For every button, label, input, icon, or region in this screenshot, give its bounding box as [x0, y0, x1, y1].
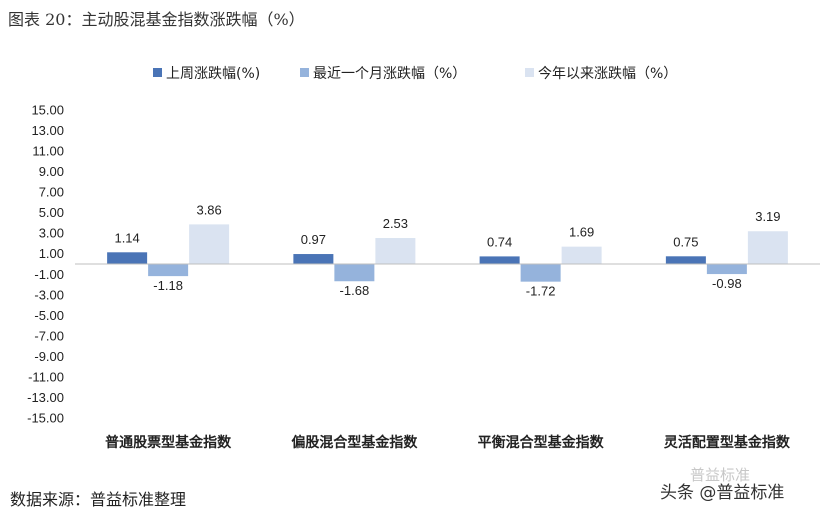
data-label: 0.75 [673, 234, 698, 249]
data-label: 0.97 [301, 232, 326, 247]
x-category-label: 偏股混合型基金指数 [291, 434, 418, 451]
y-tick-label: 5.00 [39, 205, 64, 220]
bar [293, 254, 334, 264]
legend: 上周涨跌幅(%) 最近一个月涨跌幅（%） 今年以来涨跌幅（%） [153, 66, 677, 82]
data-labels: 1.14 -1.18 3.86 0.97 -1.68 2.53 0.74 -1.72 1.69 0… [114, 202, 780, 298]
y-tick-label: -3.00 [34, 287, 64, 302]
bar [107, 252, 148, 264]
bar [561, 246, 602, 264]
y-tick-label: -15.00 [27, 411, 64, 426]
bars [107, 224, 788, 282]
x-category-label: 灵活配置型基金指数 [664, 434, 791, 451]
bar [375, 238, 416, 264]
data-label: 2.53 [383, 216, 408, 231]
x-category-label: 普通股票型基金指数 [105, 434, 232, 451]
y-tick-label: 15.00 [31, 103, 64, 118]
bar [334, 264, 375, 282]
y-tick-label: -9.00 [34, 349, 64, 364]
bar [479, 256, 520, 264]
figure-title: 图表 20：主动股混基金指数涨跌幅（%） [8, 10, 305, 29]
legend-swatch [525, 68, 534, 77]
data-label: -1.18 [153, 278, 183, 293]
data-label: -1.72 [526, 284, 556, 299]
y-tick-label: -7.00 [34, 328, 64, 343]
y-tick-label: -1.00 [34, 267, 64, 282]
watermark-ghost: 普益标准 [690, 466, 751, 484]
x-axis: 普通股票型基金指数 偏股混合型基金指数 平衡混合型基金指数 灵活配置型基金指数 [105, 434, 791, 451]
bar-chart: 上周涨跌幅(%) 最近一个月涨跌幅（%） 今年以来涨跌幅（%） 15.00 13.00… [27, 66, 820, 451]
data-label: 1.14 [114, 230, 139, 245]
bar [189, 224, 230, 264]
bar [520, 264, 561, 282]
legend-label: 最近一个月涨跌幅（%） [313, 66, 466, 82]
data-label: -1.68 [340, 283, 370, 298]
watermark-text: 头条 @普益标准 [660, 483, 785, 503]
x-category-label: 平衡混合型基金指数 [478, 434, 605, 451]
bar [148, 264, 189, 277]
legend-label: 上周涨跌幅(%) [166, 66, 260, 82]
data-label: -0.98 [712, 276, 742, 291]
legend-swatch [300, 68, 309, 77]
data-label: 1.69 [569, 225, 594, 240]
bar [665, 256, 706, 264]
data-label: 3.19 [755, 209, 780, 224]
y-tick-label: 11.00 [32, 144, 64, 159]
bar [747, 231, 788, 264]
data-label: 3.86 [196, 202, 221, 217]
data-label: 0.74 [487, 234, 512, 249]
watermark: 普益标准 头条 @普益标准 [660, 466, 785, 503]
source-note: 数据来源：普益标准整理 [10, 490, 187, 509]
y-tick-label: -11.00 [28, 369, 64, 384]
y-axis: 15.00 13.00 11.00 9.00 7.00 5.00 3.00 1.00 -1.00… [27, 103, 64, 426]
y-tick-label: -13.00 [27, 390, 64, 405]
y-tick-label: 3.00 [39, 226, 64, 241]
y-tick-label: -5.00 [34, 308, 64, 323]
legend-label: 今年以来涨跌幅（%） [538, 66, 677, 82]
y-tick-label: 9.00 [39, 164, 64, 179]
y-tick-label: 7.00 [39, 185, 64, 200]
y-tick-label: 13.00 [31, 123, 64, 138]
y-tick-label: 1.00 [39, 246, 64, 261]
legend-swatch [153, 68, 162, 77]
bar [706, 264, 747, 275]
